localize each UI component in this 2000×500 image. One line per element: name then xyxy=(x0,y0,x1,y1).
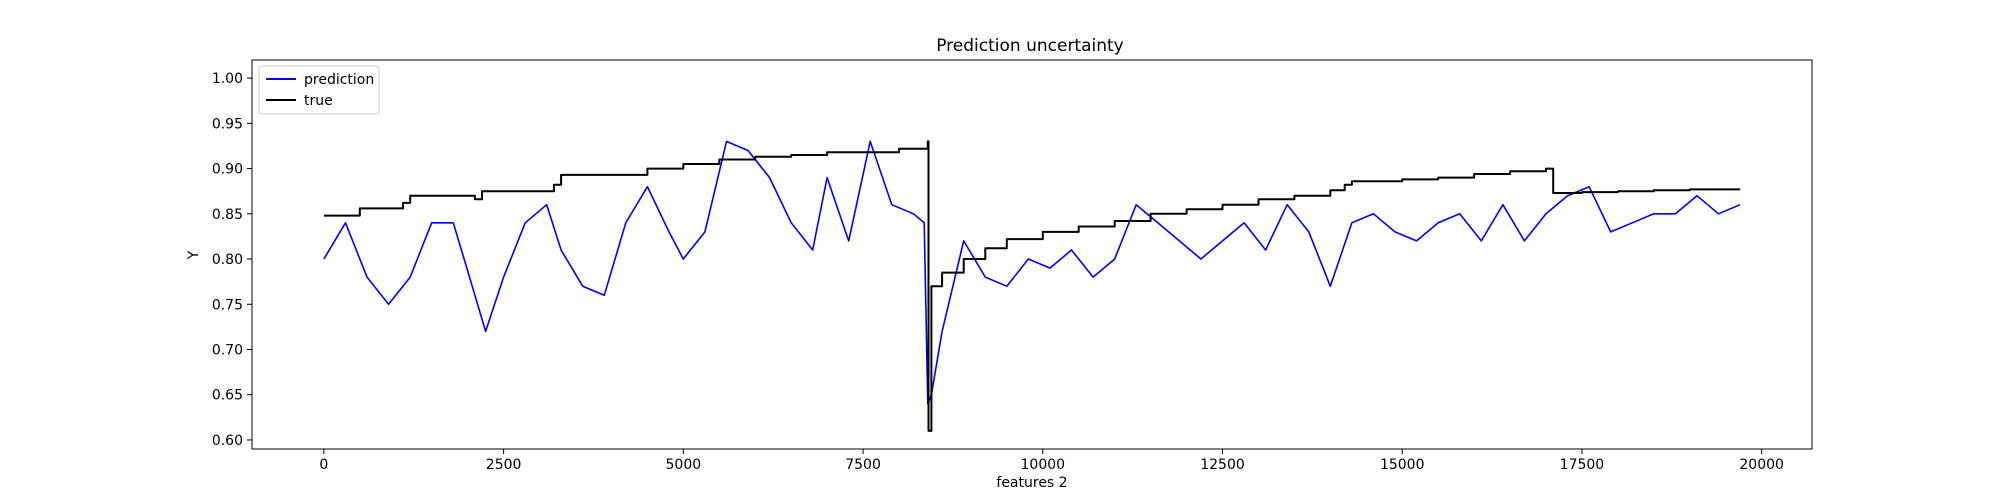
x-axis-ticks: 0 2500 5000 7500 10000 12500 15000 17500 20000 xyxy=(319,449,1784,473)
x-tick-label: 17500 xyxy=(1560,457,1605,473)
series-line-prediction xyxy=(323,140,1741,405)
x-tick-label: 12500 xyxy=(1200,457,1245,473)
legend-label-prediction: prediction xyxy=(304,72,374,88)
x-tick-label: 7500 xyxy=(845,457,881,473)
y-tick-label: 0.85 xyxy=(212,207,243,223)
y-tick-label: 0.75 xyxy=(212,297,243,313)
y-tick-label: 0.80 xyxy=(212,252,243,268)
y-axis-ticks: 0.60 0.65 0.70 0.75 0.80 0.85 0.90 0.95 1.00 xyxy=(212,71,252,449)
chart-title: Prediction uncertainty xyxy=(936,36,1124,56)
y-tick-label: 0.90 xyxy=(212,162,243,178)
y-tick-label: 0.65 xyxy=(212,388,243,404)
x-tick-label: 20000 xyxy=(1739,457,1784,473)
y-tick-label: 0.70 xyxy=(212,342,243,358)
y-tick-label: 0.95 xyxy=(212,116,243,132)
x-tick-label: 5000 xyxy=(666,457,702,473)
x-tick-label: 15000 xyxy=(1380,457,1425,473)
axes-frame xyxy=(251,59,1813,450)
series-layer xyxy=(323,140,1741,432)
legend: prediction true xyxy=(258,65,380,115)
y-axis-label: Y xyxy=(186,250,202,260)
series-line-true xyxy=(323,140,1741,432)
x-tick-label: 2500 xyxy=(486,457,522,473)
x-tick-label: 10000 xyxy=(1021,457,1066,473)
y-tick-label: 0.60 xyxy=(212,433,243,449)
x-axis-label: features 2 xyxy=(996,475,1067,491)
x-tick-label: 0 xyxy=(319,457,328,473)
y-tick-label: 1.00 xyxy=(212,71,243,87)
plot-area xyxy=(251,59,1813,450)
legend-label-true: true xyxy=(304,93,333,109)
